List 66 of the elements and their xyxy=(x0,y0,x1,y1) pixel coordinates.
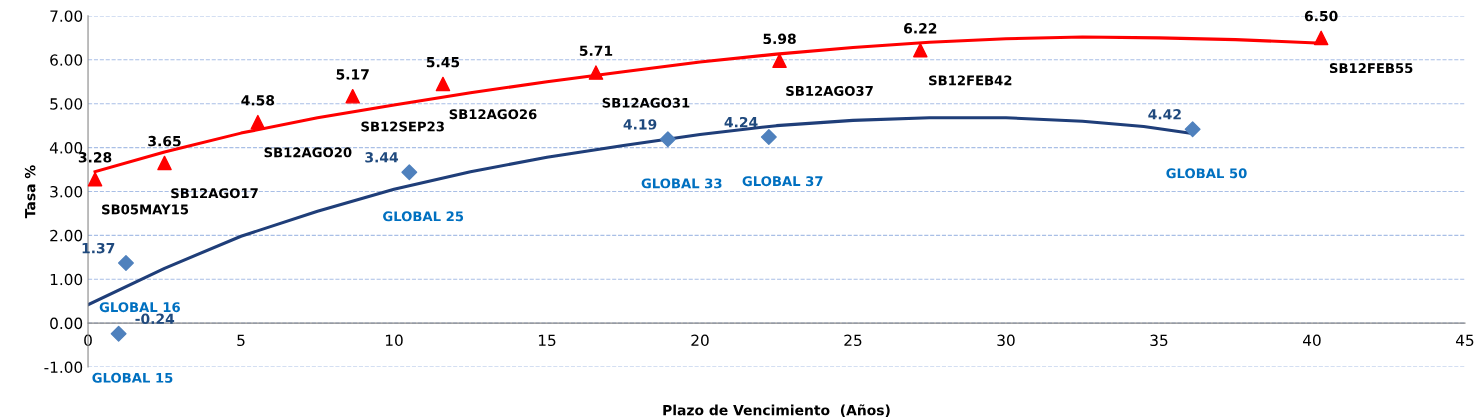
y-tick-label: 2.00 xyxy=(50,229,83,242)
data-label: 5.71 xyxy=(579,45,613,56)
annotation: SB12AGO37 xyxy=(786,85,873,96)
data-label: 4.19 xyxy=(623,119,657,130)
data-label: 3.65 xyxy=(148,135,181,147)
point xyxy=(157,155,172,171)
y-axis-title: Tasa % xyxy=(24,165,36,219)
data-label: 3.28 xyxy=(78,152,112,163)
point xyxy=(110,325,127,342)
point xyxy=(401,164,418,181)
annotation: SB12AGO26 xyxy=(449,109,537,120)
data-label: 5.98 xyxy=(763,33,796,45)
annotation: SB12FEB42 xyxy=(929,75,1012,86)
annotation: SB05MAY15 xyxy=(102,204,189,215)
data-label: 5.17 xyxy=(336,69,369,80)
y-tick-label: 0.00 xyxy=(50,317,83,330)
data-label: 1.37 xyxy=(82,242,115,254)
x-tick-label: 45 xyxy=(1455,334,1474,347)
x-tick-label: 10 xyxy=(385,334,403,347)
point xyxy=(250,114,266,130)
data-label: 5.45 xyxy=(426,57,460,68)
x-axis-title: Plazo de Vencimiento (Años) xyxy=(663,404,890,417)
point xyxy=(435,76,451,92)
text: GLOBAL 15 xyxy=(92,372,173,383)
annotation: GLOBAL 50 xyxy=(1166,168,1247,179)
x-tick-label: 40 xyxy=(1302,334,1321,347)
annotation: GLOBAL 25 xyxy=(383,211,464,222)
point xyxy=(87,171,103,187)
x-tick-label: 15 xyxy=(538,334,556,347)
point xyxy=(659,131,676,148)
annotation: GLOBAL 16 xyxy=(99,302,180,313)
x-tick-label: 20 xyxy=(691,334,709,347)
point xyxy=(772,53,787,68)
point xyxy=(1313,30,1329,46)
y-tick-label: 7.00 xyxy=(50,10,83,22)
point xyxy=(345,88,360,104)
y-tick-label: 3.00 xyxy=(50,185,83,198)
x-tick-label: 25 xyxy=(844,334,862,347)
annotation: SB12FEB55 xyxy=(1329,63,1413,74)
annotation: SB12AGO20 xyxy=(264,147,352,158)
point xyxy=(1184,121,1201,138)
x-tick-label: 35 xyxy=(1150,334,1168,347)
annotation: SB12AGO17 xyxy=(171,188,258,199)
data-label: 3.44 xyxy=(365,152,399,163)
x-tick-label: 0 xyxy=(84,334,92,347)
point xyxy=(117,255,134,272)
point xyxy=(588,65,604,80)
y-tick-label: -1.00 xyxy=(44,361,83,374)
annotation: GLOBAL 33 xyxy=(641,178,722,189)
data-label: 6.50 xyxy=(1304,10,1338,22)
data-label: 4.58 xyxy=(241,95,275,106)
annotation: SB12SEP23 xyxy=(361,121,444,132)
data-label: 6.22 xyxy=(904,23,937,34)
annotation: GLOBAL 37 xyxy=(742,176,823,187)
data-label: -0.24 xyxy=(135,313,175,325)
point xyxy=(913,42,928,58)
y-tick-label: 5.00 xyxy=(50,98,83,110)
data-label: 4.24 xyxy=(724,116,758,128)
y-tick-label: 6.00 xyxy=(50,54,83,66)
annotation: SB12AGO31 xyxy=(602,97,690,108)
x-tick-label: 30 xyxy=(997,334,1015,347)
y-tick-label: 1.00 xyxy=(50,273,83,286)
data-label: 4.42 xyxy=(1148,109,1181,120)
x-tick-label: 5 xyxy=(237,334,245,347)
y-tick-label: 4.00 xyxy=(49,142,83,154)
point xyxy=(760,129,777,146)
